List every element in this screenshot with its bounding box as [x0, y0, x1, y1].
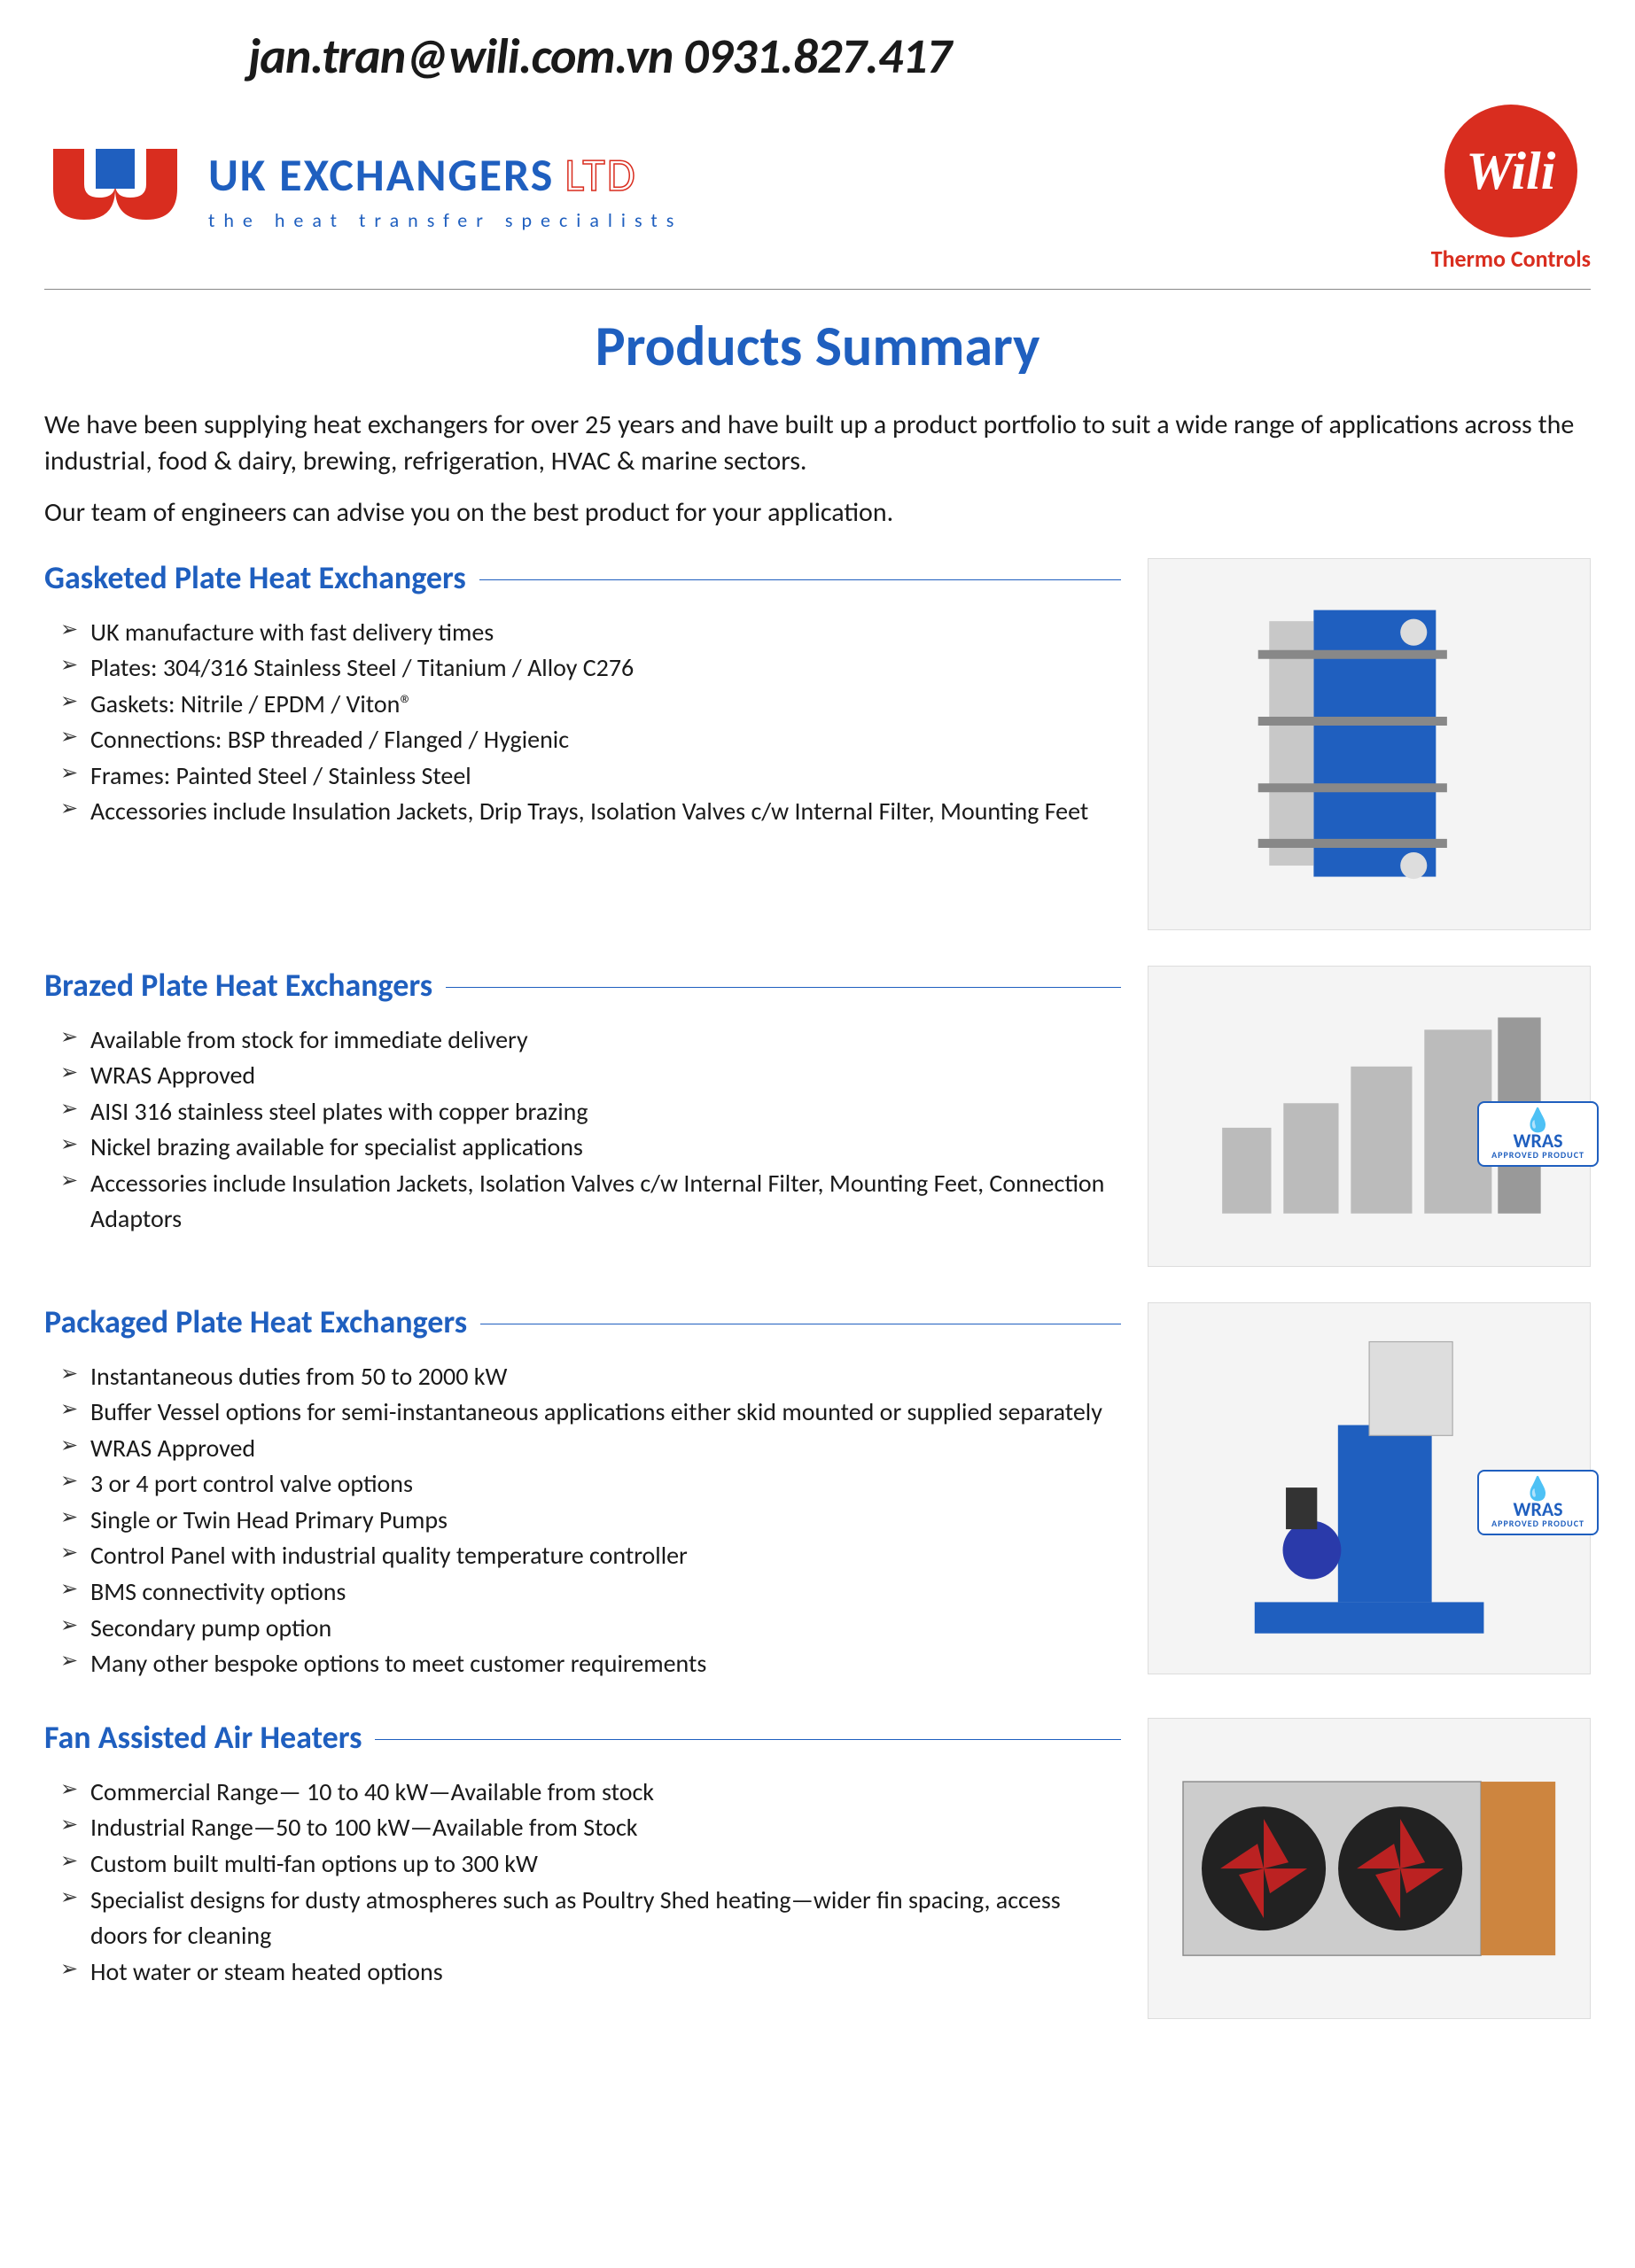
- product-image: 💧 WRAS APPROVED PRODUCT: [1148, 966, 1591, 1267]
- list-item: Buffer Vessel options for semi-instantan…: [60, 1394, 1121, 1431]
- contact-email: jan.tran@wili.com.vn: [248, 27, 673, 87]
- section-title: Gasketed Plate Heat Exchangers: [44, 558, 466, 597]
- section-rule: [479, 579, 1121, 580]
- list-item: WRAS Approved: [60, 1058, 1121, 1094]
- list-item: Nickel brazing available for specialist …: [60, 1130, 1121, 1166]
- wili-logo: Wili Thermo Controls: [1431, 105, 1591, 273]
- fan-heater-icon: [1171, 1734, 1568, 2003]
- product-image: [1148, 1718, 1591, 2019]
- section-title: Packaged Plate Heat Exchangers: [44, 1302, 467, 1341]
- product-image: [1148, 558, 1591, 930]
- wras-sub: APPROVED PRODUCT: [1491, 1151, 1584, 1160]
- product-image: 💧 WRAS APPROVED PRODUCT: [1148, 1302, 1591, 1674]
- bullet-list: Commercial Range— 10 to 40 kW—Available …: [44, 1775, 1121, 1991]
- drop-icon: 💧: [1523, 1477, 1552, 1500]
- sections-container: Gasketed Plate Heat Exchangers UK manufa…: [44, 558, 1591, 2019]
- wras-label: WRAS: [1514, 1500, 1563, 1519]
- list-item: 3 or 4 port control valve options: [60, 1466, 1121, 1503]
- header-contact: jan.tran@wili.com.vn 0931.827.417: [248, 27, 1591, 87]
- section-title: Brazed Plate Heat Exchangers: [44, 966, 432, 1005]
- list-item: Instantaneous duties from 50 to 2000 kW: [60, 1359, 1121, 1395]
- wras-badge: 💧 WRAS APPROVED PRODUCT: [1477, 1101, 1599, 1167]
- uk-exchangers-logo: UK EXCHANGERS LTD the heat transfer spec…: [44, 140, 682, 237]
- drop-icon: 💧: [1523, 1108, 1552, 1131]
- list-item: Many other bespoke options to meet custo…: [60, 1646, 1121, 1682]
- contact-phone: 0931.827.417: [683, 27, 951, 87]
- section-brazed: Brazed Plate Heat Exchangers Available f…: [44, 966, 1591, 1267]
- page-title: Products Summary: [44, 312, 1591, 381]
- uk-logo-ltd: LTD: [564, 146, 636, 203]
- uk-logo-text: UK EXCHANGERS LTD the heat transfer spec…: [208, 146, 682, 232]
- list-item: Custom built multi-fan options up to 300…: [60, 1846, 1121, 1883]
- list-item: Accessories include Insulation Jackets, …: [60, 1166, 1121, 1238]
- list-item: BMS connectivity options: [60, 1574, 1121, 1611]
- bullet-list: UK manufacture with fast delivery times …: [44, 615, 1121, 831]
- list-item: Connections: BSP threaded / Flanged / Hy…: [60, 722, 1121, 758]
- bullet-list: Instantaneous duties from 50 to 2000 kW …: [44, 1359, 1121, 1682]
- wili-subtitle: Thermo Controls: [1431, 245, 1591, 273]
- wili-circle-icon: Wili: [1444, 105, 1577, 237]
- list-item: Hot water or steam heated options: [60, 1954, 1121, 1991]
- list-item: Gaskets: Nitrile / EPDM / Viton®: [60, 687, 1121, 723]
- wras-sub: APPROVED PRODUCT: [1491, 1519, 1584, 1528]
- uk-logo-main: UK EXCHANGERS: [208, 146, 554, 203]
- list-item: Single or Twin Head Primary Pumps: [60, 1503, 1121, 1539]
- list-item: Control Panel with industrial quality te…: [60, 1538, 1121, 1574]
- list-item: Industrial Range—50 to 100 kW—Available …: [60, 1810, 1121, 1846]
- wili-wordmark: Wili: [1466, 141, 1555, 202]
- list-item: Frames: Painted Steel / Stainless Steel: [60, 758, 1121, 795]
- list-item: Accessories include Insulation Jackets, …: [60, 794, 1121, 830]
- wras-label: WRAS: [1514, 1131, 1563, 1151]
- section-rule: [375, 1739, 1121, 1740]
- section-fan-heaters: Fan Assisted Air Heaters Commercial Rang…: [44, 1718, 1591, 2019]
- wras-badge: 💧 WRAS APPROVED PRODUCT: [1477, 1470, 1599, 1535]
- uk-logo-icon: [44, 140, 186, 237]
- list-item: UK manufacture with fast delivery times: [60, 615, 1121, 651]
- uk-logo-subtitle: the heat transfer specialists: [208, 208, 682, 232]
- list-item: AISI 316 stainless steel plates with cop…: [60, 1094, 1121, 1130]
- list-item: Commercial Range— 10 to 40 kW—Available …: [60, 1775, 1121, 1811]
- list-item: Specialist designs for dusty atmospheres…: [60, 1883, 1121, 1954]
- gasketed-plate-icon: [1171, 577, 1568, 910]
- list-item: Plates: 304/316 Stainless Steel / Titani…: [60, 650, 1121, 687]
- section-title: Fan Assisted Air Heaters: [44, 1718, 362, 1757]
- uk-logo-title: UK EXCHANGERS LTD: [208, 146, 682, 203]
- list-item: WRAS Approved: [60, 1431, 1121, 1467]
- list-item: Available from stock for immediate deliv…: [60, 1022, 1121, 1059]
- bullet-list: Available from stock for immediate deliv…: [44, 1022, 1121, 1239]
- section-packaged: Packaged Plate Heat Exchangers Instantan…: [44, 1302, 1591, 1682]
- section-rule: [446, 987, 1121, 988]
- intro-p1: We have been supplying heat exchangers f…: [44, 408, 1591, 479]
- list-item: Secondary pump option: [60, 1611, 1121, 1647]
- intro-p2: Our team of engineers can advise you on …: [44, 495, 1591, 532]
- header-logo-row: UK EXCHANGERS LTD the heat transfer spec…: [44, 105, 1591, 290]
- section-gasketed: Gasketed Plate Heat Exchangers UK manufa…: [44, 558, 1591, 930]
